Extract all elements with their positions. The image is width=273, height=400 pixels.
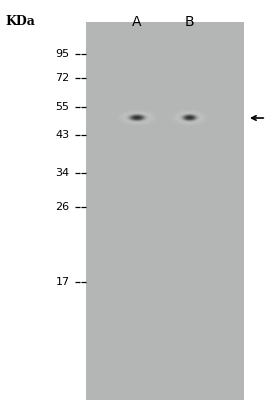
Text: 43: 43 [55,130,70,140]
Text: 17: 17 [55,277,70,287]
Text: 26: 26 [55,202,70,212]
Text: 95: 95 [55,49,70,59]
Text: KDa: KDa [5,15,35,28]
Text: 34: 34 [55,168,70,178]
Text: 55: 55 [56,102,70,112]
Bar [86,22,244,400]
Text: B: B [185,15,195,29]
Text: 72: 72 [55,73,70,83]
Text: A: A [132,15,141,29]
